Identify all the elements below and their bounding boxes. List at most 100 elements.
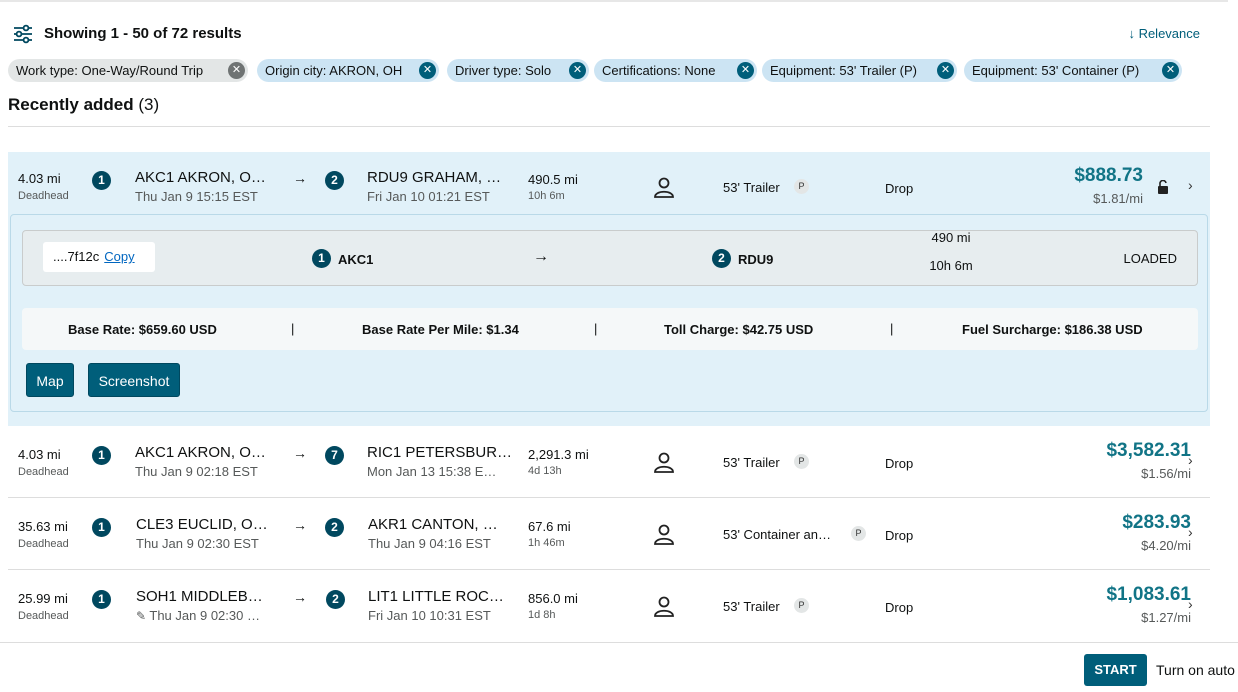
chevron-right-icon[interactable]: ›	[1188, 596, 1193, 612]
load-id: ....7f12c	[53, 249, 100, 264]
route-arrow-icon: →	[293, 589, 307, 605]
edited-pencil-icon: ✎	[136, 609, 150, 623]
results-header: Showing 1 - 50 of 72 results ↓ Relevance	[12, 22, 1210, 48]
load-detail-panel: ....7f12c Copy 1 AKC1 → 2 RDU9 490 mi 10h …	[10, 214, 1208, 412]
equipment-type: 53' Container an…	[723, 527, 831, 542]
origin-time: Thu Jan 9 02:30 …	[149, 608, 260, 623]
trip-distance: 2,291.3 mi 4d 13h	[528, 447, 589, 477]
chip-label: Equipment: 53' Trailer (P)	[770, 63, 917, 78]
dest-city-name: RIC1 PETERSBUR…	[367, 444, 513, 461]
deadhead-label: Deadhead	[18, 610, 69, 622]
rate-breakdown: Base Rate: $659.60 USD | Base Rate Per M…	[22, 308, 1198, 350]
origin-city-name: AKC1 AKRON, O…	[135, 444, 266, 461]
deadhead-label: Deadhead	[18, 190, 69, 202]
section-divider	[8, 126, 1210, 127]
route-distance: 490 mi 10h 6m	[903, 224, 999, 280]
origin-city-name: AKC1 AKRON, O…	[135, 169, 266, 186]
rate-separator: |	[594, 321, 598, 336]
deadhead: 4.03 mi Deadhead	[18, 447, 69, 478]
chip-label: Work type: One-Way/Round Trip	[16, 63, 204, 78]
origin-stop-badge: 1	[92, 446, 111, 465]
filter-chip-work-type: Work type: One-Way/Round Trip ✕	[8, 59, 248, 82]
rate-separator: |	[291, 321, 295, 336]
solo-driver-icon	[654, 596, 674, 617]
load-row[interactable]: 35.63 mi Deadhead 1 CLE3 EUCLID, O… Thu Ja…	[8, 499, 1210, 571]
remove-filter-icon[interactable]: ✕	[1162, 62, 1179, 79]
distance-value: 2,291.3 mi	[528, 447, 589, 462]
price-value: $3,582.31	[1106, 440, 1191, 461]
dest-city: RIC1 PETERSBUR… Mon Jan 13 15:38 E…	[367, 444, 512, 479]
origin-city-name: CLE3 EUCLID, O…	[136, 516, 268, 533]
load-id-box: ....7f12c Copy	[43, 242, 155, 272]
filter-chip-driver-type: Driver type: Solo ✕	[447, 59, 589, 82]
power-badge: P	[794, 454, 809, 469]
remove-filter-icon[interactable]: ✕	[419, 62, 436, 79]
dest-city: AKR1 CANTON, … Thu Jan 9 04:16 EST	[368, 516, 498, 551]
fuel-surcharge: Fuel Surcharge: $186.38 USD	[962, 322, 1143, 337]
route-arrow-icon: →	[293, 517, 307, 533]
remove-filter-icon[interactable]: ✕	[737, 62, 754, 79]
deadhead-value: 25.99 mi	[18, 591, 68, 606]
load-status: LOADED	[1123, 251, 1177, 266]
copy-id-link[interactable]: Copy	[104, 249, 135, 264]
chevron-right-icon[interactable]: ›	[1188, 524, 1193, 540]
row-divider	[8, 497, 1210, 498]
drop-type: Drop	[885, 600, 914, 615]
duration-value: 10h 6m	[528, 190, 565, 202]
auto-toggle-label[interactable]: Turn on auto	[1156, 662, 1235, 678]
price-value: $283.93	[1122, 512, 1191, 533]
filter-chip-equipment-container: Equipment: 53' Container (P) ✕	[964, 59, 1182, 82]
dest-stop-badge: 7	[325, 446, 344, 465]
origin-time: Thu Jan 9 02:30 EST	[136, 536, 259, 551]
equipment-type: 53' Trailer	[723, 599, 780, 614]
dest-stop-badge: 2	[326, 590, 345, 609]
filter-sliders-icon[interactable]	[12, 23, 34, 45]
price-value: $1,083.61	[1106, 584, 1191, 605]
origin-stop-badge: 1	[92, 171, 111, 190]
chip-label: Equipment: 53' Container (P)	[972, 63, 1140, 78]
dest-stop-badge: 2	[325, 518, 344, 537]
section-title-text: Recently added	[8, 95, 134, 114]
remove-filter-icon[interactable]: ✕	[228, 62, 245, 79]
start-button[interactable]: START	[1084, 654, 1147, 686]
dest-city: LIT1 LITTLE ROC… Fri Jan 10 10:31 EST	[368, 588, 504, 623]
drop-type: Drop	[885, 528, 914, 543]
origin-time: Thu Jan 9 15:15 EST	[135, 189, 258, 204]
dest-city-name: LIT1 LITTLE ROC…	[368, 588, 504, 605]
chevron-right-icon[interactable]: ›	[1188, 452, 1193, 468]
origin-time: Thu Jan 9 02:18 EST	[135, 464, 258, 479]
trip-distance: 67.6 mi 1h 46m	[528, 519, 571, 549]
dest-city-name: RDU9 GRAHAM, …	[367, 169, 502, 186]
origin-code: AKC1	[338, 252, 374, 267]
chip-label: Driver type: Solo	[455, 63, 552, 78]
load-row[interactable]: 4.03 mi Deadhead 1 AKC1 AKRON, O… Thu Jan …	[8, 152, 1210, 214]
route-arrow-icon: →	[533, 248, 549, 265]
origin-city: AKC1 AKRON, O… Thu Jan 9 15:15 EST	[135, 169, 266, 204]
dest-time: Fri Jan 10 10:31 EST	[368, 608, 491, 623]
origin-city: SOH1 MIDDLEB… ✎ Thu Jan 9 02:30 …	[136, 588, 263, 623]
chip-label: Origin city: AKRON, OH	[265, 63, 403, 78]
load-row[interactable]: 25.99 mi Deadhead 1 SOH1 MIDDLEB… ✎ Thu Ja…	[8, 571, 1210, 643]
filter-chip-certifications: Certifications: None ✕	[594, 59, 757, 82]
screenshot-button[interactable]: Screenshot	[88, 363, 180, 397]
dest-time: Thu Jan 9 04:16 EST	[368, 536, 491, 551]
dest-time: Mon Jan 13 15:38 E…	[367, 464, 497, 479]
trip-distance: 856.0 mi 1d 8h	[528, 591, 578, 621]
solo-driver-icon	[654, 452, 674, 473]
results-count: Showing 1 - 50 of 72 results	[44, 25, 242, 42]
dest-stop-badge: 2	[712, 249, 731, 268]
load-row[interactable]: 4.03 mi Deadhead 1 AKC1 AKRON, O… Thu Jan …	[8, 427, 1210, 499]
power-badge: P	[851, 526, 866, 541]
duration-value: 4d 13h	[528, 465, 562, 477]
map-button[interactable]: Map	[26, 363, 74, 397]
power-badge: P	[794, 598, 809, 613]
sort-relevance-button[interactable]: ↓ Relevance	[1128, 26, 1200, 41]
remove-filter-icon[interactable]: ✕	[937, 62, 954, 79]
chevron-right-icon[interactable]: ›	[1188, 177, 1193, 193]
dest-stop-badge: 2	[325, 171, 344, 190]
chip-label: Certifications: None	[602, 63, 716, 78]
solo-driver-icon	[654, 177, 674, 198]
drop-type: Drop	[885, 181, 914, 196]
remove-filter-icon[interactable]: ✕	[569, 62, 586, 79]
sort-arrow-icon: ↓	[1128, 26, 1135, 41]
